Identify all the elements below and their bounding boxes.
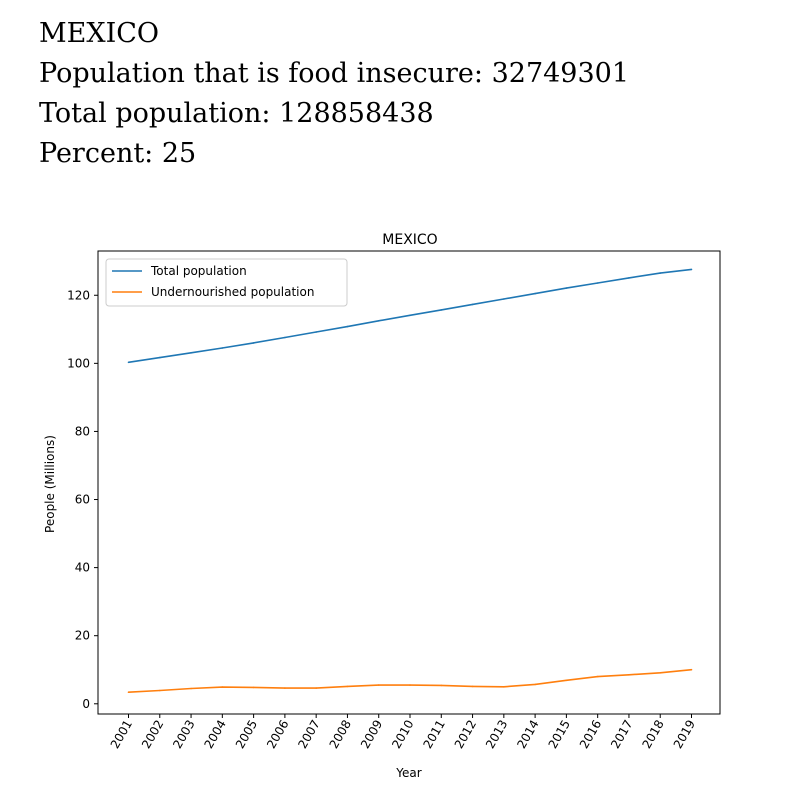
series-line-undernourished-population — [128, 668, 692, 693]
data-point — [284, 336, 286, 339]
data-point — [346, 325, 349, 328]
y-axis-label: People (Millions) — [43, 435, 57, 533]
x-tick-label: 2015 — [546, 718, 573, 751]
data-point — [315, 331, 318, 333]
x-tick-label: 2006 — [264, 718, 291, 751]
data-point — [659, 272, 661, 274]
data-point — [690, 668, 693, 671]
data-point — [565, 287, 568, 289]
data-point — [440, 309, 443, 311]
x-axis: 2001 2002 2003 2004 2005 2006 2007 2008 2009 2010… — [108, 714, 698, 751]
data-point — [440, 684, 443, 687]
chart-title: MEXICO — [382, 232, 437, 248]
x-tick-label: 2001 — [108, 718, 135, 751]
x-tick-label: 2014 — [514, 718, 541, 751]
x-tick-label: 2004 — [202, 718, 229, 751]
x-tick-label: 2009 — [358, 718, 385, 751]
y-tick-label: 0 — [82, 697, 90, 711]
y-tick-label: 20 — [75, 629, 90, 643]
data-point — [503, 686, 505, 688]
data-point — [409, 314, 411, 317]
data-point — [628, 674, 630, 676]
x-tick-label: 2005 — [233, 718, 260, 751]
data-point — [659, 672, 661, 674]
data-point — [471, 303, 474, 306]
food-insecure-line: Population that is food insecure: 327493… — [39, 58, 630, 89]
data-point — [127, 361, 130, 364]
legend-box — [105, 258, 348, 307]
data-point — [628, 277, 630, 279]
data-point — [503, 298, 505, 300]
data-point — [315, 687, 318, 689]
x-axis-label: Year — [395, 766, 421, 780]
data-point — [190, 352, 192, 354]
x-tick-label: 2018 — [639, 718, 666, 751]
data-point — [221, 686, 224, 688]
percent-line: Percent: 25 — [39, 138, 197, 169]
data-point — [565, 679, 568, 682]
data-point — [252, 686, 255, 689]
legend: Total population Undernourished populati… — [105, 258, 348, 307]
y-tick-label: 120 — [67, 288, 90, 302]
y-tick-label: 100 — [67, 356, 90, 370]
plot-frame — [97, 250, 721, 715]
data-point — [596, 282, 599, 284]
data-point — [127, 691, 130, 693]
data-point — [690, 268, 693, 271]
x-tick-label: 2012 — [452, 718, 479, 751]
data-point — [596, 675, 599, 678]
total-population-line: Total population: 128858438 — [39, 98, 434, 129]
x-tick-label: 2007 — [295, 718, 322, 751]
data-point — [377, 684, 380, 686]
y-axis: 0 20 40 60 80 100 120 — [67, 288, 98, 711]
summary-header: MEXICO Population that is food insecure:… — [39, 14, 629, 174]
x-tick-label: 2003 — [170, 718, 197, 751]
x-tick-label: 2011 — [420, 718, 447, 751]
data-point — [159, 356, 161, 359]
data-point — [534, 683, 536, 686]
plot-lines — [127, 268, 693, 693]
country-title: MEXICO — [39, 18, 160, 49]
x-tick-label: 2002 — [139, 718, 166, 751]
x-tick-label: 2016 — [577, 718, 604, 751]
x-tick-label: 2019 — [671, 718, 698, 751]
data-point — [534, 292, 536, 295]
x-tick-label: 2008 — [327, 718, 354, 751]
data-point — [284, 687, 286, 689]
data-point — [252, 342, 255, 344]
data-point — [221, 347, 224, 349]
data-point — [159, 689, 161, 692]
y-tick-label: 80 — [75, 424, 90, 438]
y-tick-label: 40 — [75, 561, 90, 575]
data-point — [377, 320, 380, 322]
data-point — [190, 687, 192, 690]
data-point — [409, 684, 411, 686]
legend-label-total-population: Total population — [150, 264, 247, 278]
data-point — [346, 685, 349, 688]
x-tick-label: 2017 — [608, 718, 635, 751]
legend-label-undernourished-population: Undernourished population — [151, 285, 314, 299]
data-point — [471, 685, 474, 688]
x-tick-label: 2010 — [389, 718, 416, 751]
y-tick-label: 60 — [75, 493, 90, 507]
x-tick-label: 2013 — [483, 718, 510, 751]
